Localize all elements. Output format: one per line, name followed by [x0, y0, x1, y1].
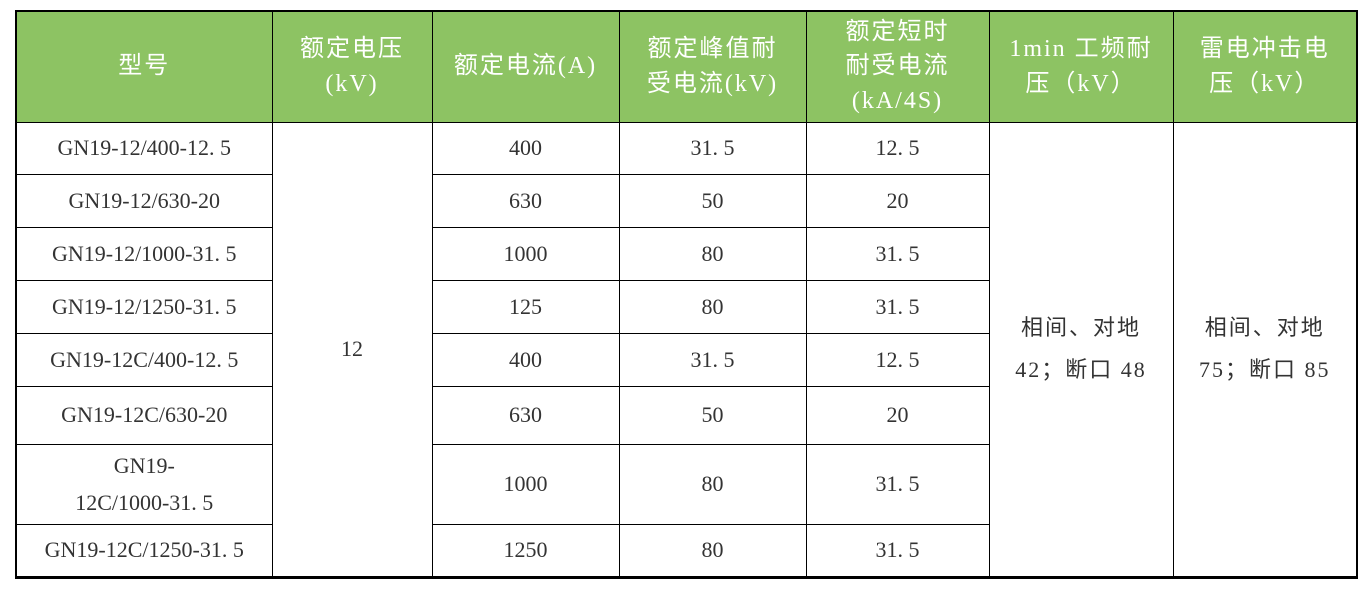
header-lightning-impulse-voltage: 雷电冲击电 压（kV） [1172, 10, 1358, 123]
peak-current-cell: 80 [618, 226, 807, 281]
table-row: GN19-12/400-12. 5 12 400 31. 5 12. 5 相间、… [15, 121, 1358, 578]
table-row: GN19-12C/630-20 630 50 20 [15, 385, 1357, 445]
rated-current-cell: 1000 [431, 443, 620, 525]
short-time-current-cell: 12. 5 [805, 332, 990, 387]
rated-current-cell: 400 [431, 121, 620, 175]
model-cell: GN19-12C/1250-31. 5 [15, 523, 273, 578]
header-rated-current: 额定电流(A) [431, 10, 620, 123]
rated-current-cell: 400 [431, 332, 620, 387]
table-row: GN19-12C/400-12. 5 400 31. 5 12. 5 [15, 332, 1357, 387]
peak-current-cell: 80 [618, 443, 807, 525]
header-peak-withstand-current: 额定峰值耐 受电流(kV) [618, 10, 807, 123]
model-cell: GN19-12/1000-31. 5 [15, 226, 273, 281]
rated-voltage-cell: 12 [271, 121, 433, 578]
rated-current-cell: 1250 [431, 523, 620, 578]
spec-table: 型号 额定电压 (kV) 额定电流(A) 额定峰值耐 受电流(kV) 额定短时 … [15, 10, 1358, 579]
model-cell: GN19-12/630-20 [15, 173, 273, 228]
table-row: GN19-12/1000-31. 5 1000 80 31. 5 [15, 226, 1357, 281]
rated-current-cell: 1000 [431, 226, 620, 281]
header-row: 型号 额定电压 (kV) 额定电流(A) 额定峰值耐 受电流(kV) 额定短时 … [15, 10, 1358, 123]
short-time-current-cell: 31. 5 [805, 443, 990, 525]
peak-current-cell: 50 [618, 385, 807, 445]
table-row: GN19-12C/1250-31. 5 1250 80 31. 5 [15, 523, 1357, 578]
rated-current-cell: 630 [431, 173, 620, 228]
peak-current-cell: 31. 5 [618, 332, 807, 387]
short-time-current-cell: 31. 5 [805, 279, 990, 334]
short-time-current-cell: 31. 5 [805, 523, 990, 578]
short-time-current-cell: 20 [805, 385, 990, 445]
header-model: 型号 [15, 10, 273, 123]
power-frequency-voltage-cell: 相间、对地 42；断口 48 [988, 121, 1174, 578]
model-cell: GN19- 12C/1000-31. 5 [15, 443, 273, 525]
table-row: GN19- 12C/1000-31. 5 1000 80 31. 5 [15, 443, 1357, 525]
model-cell: GN19-12/1250-31. 5 [15, 279, 273, 334]
table-row: GN19-12/1250-31. 5 125 80 31. 5 [15, 279, 1357, 334]
header-power-frequency-voltage: 1min 工频耐 压（kV） [988, 10, 1174, 123]
table-row: GN19-12/630-20 630 50 20 [15, 173, 1357, 228]
peak-current-cell: 80 [618, 279, 807, 334]
lightning-impulse-voltage-cell: 相间、对地 75；断口 85 [1172, 121, 1358, 578]
peak-current-cell: 80 [618, 523, 807, 578]
header-short-time-current: 额定短时 耐受电流 (kA/4S) [805, 10, 990, 123]
rated-current-cell: 125 [431, 279, 620, 334]
rated-current-cell: 630 [431, 385, 620, 445]
header-rated-voltage: 额定电压 (kV) [271, 10, 433, 123]
short-time-current-cell: 12. 5 [805, 121, 990, 175]
peak-current-cell: 50 [618, 173, 807, 228]
peak-current-cell: 31. 5 [618, 121, 807, 175]
short-time-current-cell: 20 [805, 173, 990, 228]
model-cell: GN19-12C/630-20 [15, 385, 273, 445]
short-time-current-cell: 31. 5 [805, 226, 990, 281]
model-cell: GN19-12C/400-12. 5 [15, 332, 273, 387]
model-cell: GN19-12/400-12. 5 [15, 121, 273, 175]
